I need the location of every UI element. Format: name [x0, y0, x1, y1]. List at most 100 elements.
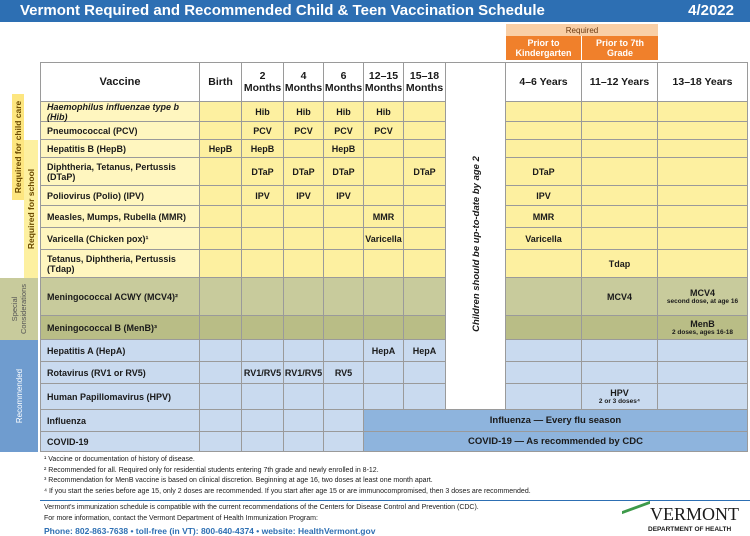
schedule-cell: [324, 250, 364, 278]
cell-text: MCV4: [689, 288, 715, 298]
schedule-cell: [658, 186, 748, 206]
schedule-cell: [242, 250, 284, 278]
schedule-cell: [658, 102, 748, 122]
schedule-cell: [200, 410, 242, 432]
schedule-cell: [324, 206, 364, 228]
season-band: Influenza — Every flu season: [364, 410, 748, 432]
schedule-cell: [200, 278, 242, 316]
vaccine-name: COVID-19: [40, 432, 200, 452]
cell-text: Tdap: [608, 258, 631, 269]
schedule-cell: [658, 140, 748, 158]
schedule-cell: Varicella: [506, 228, 582, 250]
schedule-cell: [284, 206, 324, 228]
schedule-cell: [364, 278, 404, 316]
schedule-cell: [242, 228, 284, 250]
cell-text: RV1/RV5: [284, 367, 323, 378]
logo: VERMONT: [650, 504, 739, 524]
schedule-cell: [404, 102, 446, 122]
cell-text: HPV: [610, 388, 629, 398]
divider-column: [446, 62, 506, 410]
vaccine-name: Pneumococcal (PCV): [40, 122, 200, 140]
schedule-cell: MMR: [506, 206, 582, 228]
schedule-cell: [284, 384, 324, 410]
schedule-cell: [506, 122, 582, 140]
side-bar: [0, 278, 38, 340]
schedule-cell: [582, 362, 658, 384]
vaccine-name: Diphtheria, Tetanus, Pertussis (DTaP): [40, 158, 200, 186]
schedule-cell: [404, 140, 446, 158]
vaccine-name: Hepatitis B (HepB): [40, 140, 200, 158]
schedule-cell: [364, 140, 404, 158]
header-cell: 4 Months: [284, 62, 324, 102]
schedule-cell: [506, 316, 582, 340]
schedule-cell: [582, 140, 658, 158]
cell-text: DTaP: [532, 166, 555, 177]
header-cell: 15–18 Months: [404, 62, 446, 102]
schedule-cell: [404, 362, 446, 384]
schedule-cell: [284, 250, 324, 278]
side-bar: [12, 94, 24, 200]
schedule-cell: [284, 340, 324, 362]
footer-rule: [40, 500, 750, 501]
schedule-cell: [404, 186, 446, 206]
schedule-cell: [324, 432, 364, 452]
cell-text: MenB: [690, 319, 715, 329]
schedule-cell: Varicella: [364, 228, 404, 250]
cell-text: HepA: [412, 345, 437, 356]
schedule-cell: [506, 278, 582, 316]
schedule-cell: RV5: [324, 362, 364, 384]
vertical-note: Children should be up-to-date by age 2: [470, 156, 482, 332]
schedule-cell: [364, 384, 404, 410]
schedule-cell: HepB: [242, 140, 284, 158]
schedule-cell: [658, 206, 748, 228]
cell-text: IPV: [536, 190, 551, 201]
schedule-cell: [582, 158, 658, 186]
schedule-cell: [324, 340, 364, 362]
schedule-cell: [324, 228, 364, 250]
schedule-cell: [200, 250, 242, 278]
schedule-cell: [242, 316, 284, 340]
schedule-cell: Tdap: [582, 250, 658, 278]
vaccine-name: Meningococcal ACWY (MCV4)²: [40, 278, 200, 316]
schedule-cell: [200, 102, 242, 122]
schedule-cell: MCV4 second dose, at age 16: [658, 278, 748, 316]
schedule-cell: [324, 316, 364, 340]
cell-text: DTaP: [292, 166, 315, 177]
cell-text: Hib: [376, 106, 391, 117]
schedule-cell: [582, 228, 658, 250]
side-bar: [24, 140, 38, 278]
schedule-cell: IPV: [284, 186, 324, 206]
schedule-cell: DTaP: [242, 158, 284, 186]
cell-text: RV5: [334, 367, 353, 378]
schedule-cell: [404, 384, 446, 410]
schedule-cell: [404, 122, 446, 140]
schedule-cell: Hib: [364, 102, 404, 122]
title: Vermont Required and Recommended Child &…: [20, 2, 545, 19]
cell-text: Varicella: [525, 233, 562, 244]
footnote: ² Recommended for all. Required only for…: [44, 466, 379, 474]
schedule-cell: Hib: [284, 102, 324, 122]
vaccine-name: Meningococcal B (MenB)³: [40, 316, 200, 340]
schedule-cell: MMR: [364, 206, 404, 228]
cell-text: MCV4: [606, 291, 632, 302]
schedule-cell: [506, 362, 582, 384]
vaccine-name: Rotavirus (RV1 or RV5): [40, 362, 200, 384]
schedule-cell: [658, 158, 748, 186]
schedule-cell: PCV: [364, 122, 404, 140]
cell-text: MMR: [532, 211, 555, 222]
schedule-cell: [582, 206, 658, 228]
schedule-cell: DTaP: [404, 158, 446, 186]
footer-line: Vermont's immunization schedule is compa…: [44, 504, 479, 511]
cell-text: MMR: [372, 211, 395, 222]
schedule-cell: HepA: [364, 340, 404, 362]
schedule-cell: [658, 228, 748, 250]
header-cell: 2 Months: [242, 62, 284, 102]
schedule-cell: Hib: [242, 102, 284, 122]
schedule-cell: [242, 410, 284, 432]
schedule-cell: [582, 340, 658, 362]
schedule-cell: [404, 206, 446, 228]
cell-text: DTaP: [332, 166, 355, 177]
schedule-cell: [242, 278, 284, 316]
